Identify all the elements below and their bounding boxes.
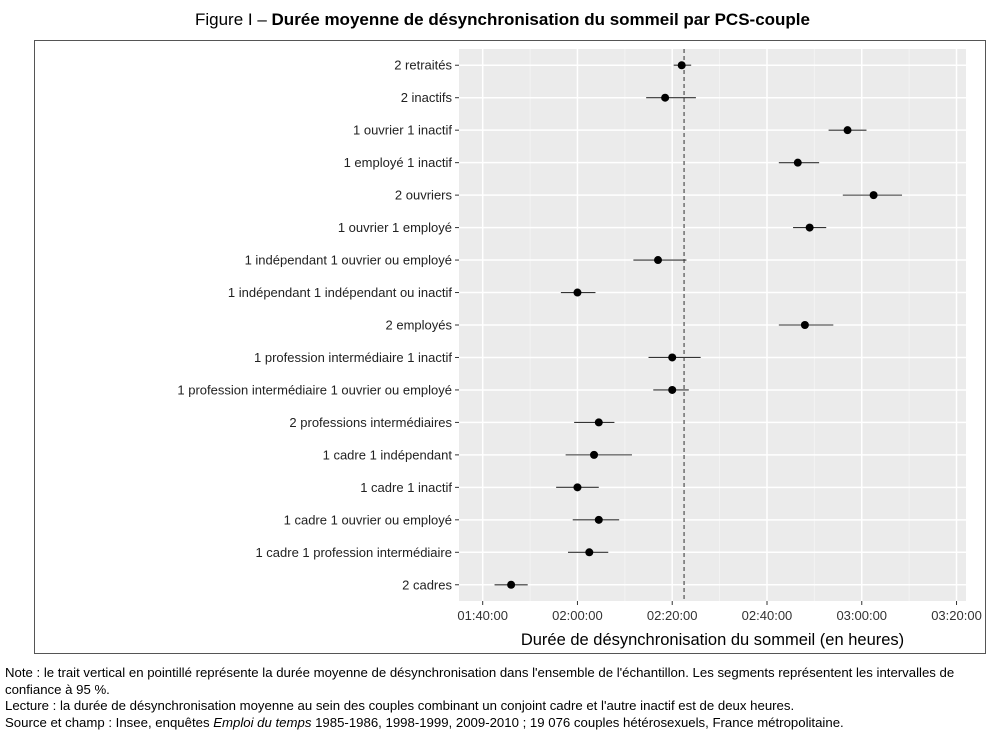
source-text: Source et champ : Insee, enquêtes Emploi… <box>5 715 1000 732</box>
mean-point <box>585 548 594 557</box>
mean-point <box>590 450 599 459</box>
mean-point <box>805 223 814 232</box>
x-tick-labels: 01:40:00 02:00:00 02:20:00 02:40:00 03:00:00… <box>457 601 982 623</box>
x-tick-label: 03:20:00 <box>931 608 982 623</box>
y-tick-label: 1 employé 1 inactif <box>344 155 453 170</box>
mean-point <box>668 353 677 362</box>
y-tick-label: 1 cadre 1 inactif <box>360 480 452 495</box>
mean-point <box>668 385 677 394</box>
y-tick-label: 1 profession intermédiaire 1 ouvrier ou … <box>177 382 452 397</box>
chart-frame: 2 retraités 2 inactifs 1 ouvrier 1 inactif… <box>34 40 986 654</box>
y-tick-label: 1 indépendant 1 ouvrier ou employé <box>245 253 452 268</box>
y-tick-label: 2 cadres <box>402 577 452 592</box>
mean-point <box>594 515 603 524</box>
source-prefix: Source et champ : Insee, enquêtes <box>5 714 214 730</box>
notes-block: Note : le trait vertical en pointillé re… <box>5 665 1000 731</box>
y-tick-label: 1 cadre 1 profession intermédiaire <box>255 545 452 560</box>
y-tick-label: 2 retraités <box>394 58 452 73</box>
x-tick-label: 01:40:00 <box>457 608 508 623</box>
mean-point <box>843 126 852 135</box>
chart-title-main: Durée moyenne de désynchronisation du so… <box>271 10 810 29</box>
chart-title-prefix: Figure I – <box>194 10 272 29</box>
mean-point <box>594 418 603 427</box>
mean-point <box>573 288 582 297</box>
source-suffix: 1985-1986, 1998-1999, 2009-2010 ; 19 076… <box>311 714 844 730</box>
mean-point <box>507 580 516 589</box>
y-tick-label: 2 inactifs <box>401 90 453 105</box>
x-tick-label: 02:40:00 <box>742 608 793 623</box>
y-tick-label: 1 profession intermédiaire 1 inactif <box>254 350 452 365</box>
y-tick-label: 2 ouvriers <box>395 188 453 203</box>
reading-text: Lecture : la durée de désynchronisation … <box>5 698 795 713</box>
x-tick-label: 02:00:00 <box>552 608 603 623</box>
mean-point <box>661 93 670 102</box>
y-tick-label: 2 employés <box>386 318 453 333</box>
mean-point <box>793 158 802 167</box>
x-tick-label: 02:20:00 <box>647 608 698 623</box>
y-tick-label: 1 ouvrier 1 employé <box>338 220 452 235</box>
mean-point <box>573 483 582 492</box>
y-tick-label: 1 indépendant 1 indépendant ou inactif <box>228 285 452 300</box>
mean-point <box>677 61 686 70</box>
grid-lines <box>459 49 966 601</box>
chart-title: Figure I – Durée moyenne de désynchronis… <box>0 10 1005 30</box>
source-italic: Emploi du temps <box>213 714 312 730</box>
error-bars <box>494 61 903 589</box>
mean-point <box>800 321 809 329</box>
y-tick-label: 2 professions intermédiaires <box>289 415 452 430</box>
x-axis-label: Durée de désynchronisation du sommeil (e… <box>521 631 904 649</box>
y-tick-label: 1 ouvrier 1 inactif <box>353 123 452 138</box>
y-tick-labels: 2 retraités 2 inactifs 1 ouvrier 1 inactif… <box>177 58 459 592</box>
mean-point <box>654 256 663 265</box>
mean-point <box>869 191 878 200</box>
y-tick-label: 1 cadre 1 indépendant <box>323 447 453 462</box>
chart-svg: 2 retraités 2 inactifs 1 ouvrier 1 inactif… <box>177 49 982 649</box>
y-tick-label: 1 cadre 1 ouvrier ou employé <box>284 512 452 527</box>
note-text: Note : le trait vertical en pointillé re… <box>5 665 955 697</box>
x-tick-label: 03:00:00 <box>836 608 887 623</box>
